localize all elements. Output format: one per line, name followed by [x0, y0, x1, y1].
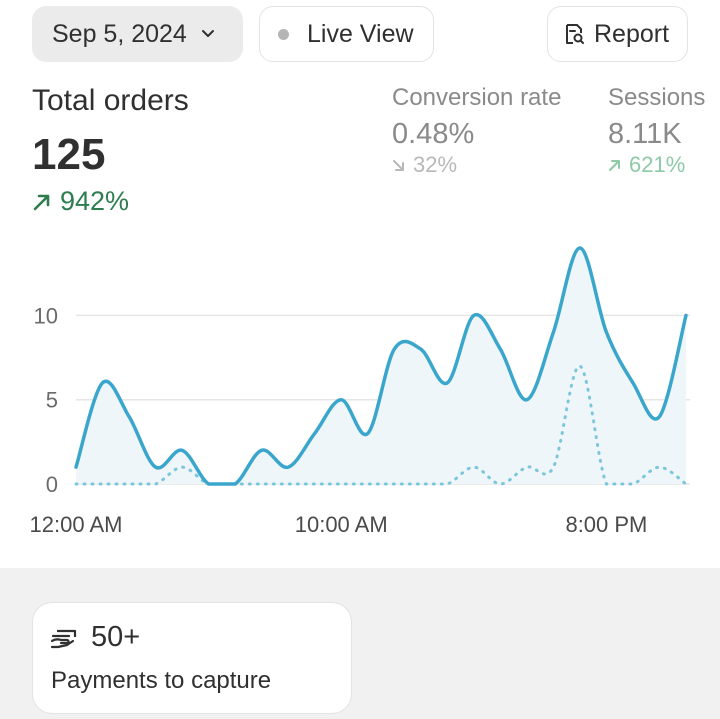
conversion-rate-value: 0.48%	[392, 118, 475, 150]
analytics-panel: Sep 5, 2024 Live View Report Total order…	[0, 6, 720, 550]
arrow-up-right-icon	[609, 159, 620, 171]
sessions-metric[interactable]: Sessions 8.11K 621%	[608, 84, 705, 178]
data-point[interactable]	[574, 242, 586, 254]
x-tick-label: 8:00 PM	[565, 512, 647, 537]
data-point[interactable]	[415, 343, 427, 355]
date-label: Sep 5, 2024	[52, 19, 187, 48]
total-orders-delta: 942%	[32, 186, 129, 217]
data-point[interactable]	[362, 427, 374, 439]
live-view-button[interactable]: Live View	[259, 6, 434, 62]
data-point[interactable]	[494, 343, 506, 355]
data-point[interactable]	[123, 411, 135, 423]
orders-chart[interactable]: 0 5 10 12:00 AM 10:00 AM 8:00 PM	[0, 230, 720, 550]
date-picker-button[interactable]: Sep 5, 2024	[32, 6, 243, 62]
data-point[interactable]	[653, 411, 665, 423]
report-button[interactable]: Report	[547, 6, 688, 62]
x-tick-label: 10:00 AM	[295, 512, 388, 537]
data-point[interactable]	[309, 427, 321, 439]
live-status-dot-icon	[278, 28, 289, 40]
data-point[interactable]	[203, 478, 215, 490]
conversion-rate-delta-text: 32%	[413, 152, 458, 177]
series-area	[76, 248, 686, 484]
data-point[interactable]	[600, 326, 612, 338]
live-view-label: Live View	[307, 19, 414, 48]
report-search-icon	[566, 24, 584, 44]
conversion-rate-label: Conversion rate	[392, 84, 562, 111]
data-point[interactable]	[441, 377, 453, 389]
report-label: Report	[594, 19, 670, 48]
data-point[interactable]	[282, 461, 294, 473]
conversion-rate-metric[interactable]: Conversion rate 0.48% 32%	[392, 84, 561, 178]
arrow-down-right-icon	[393, 159, 404, 171]
data-point[interactable]	[388, 343, 400, 355]
data-point[interactable]	[468, 309, 480, 321]
series-comparison-line	[74, 364, 688, 486]
data-point[interactable]	[521, 394, 533, 406]
conversion-rate-delta: 32%	[392, 152, 561, 178]
data-point[interactable]	[70, 461, 82, 473]
total-orders-value: 125	[32, 130, 106, 179]
data-point[interactable]	[150, 461, 162, 473]
data-point[interactable]	[256, 444, 268, 456]
payments-card[interactable]: 50+ Payments to capture	[32, 602, 352, 714]
payment-icon	[50, 629, 77, 648]
payments-count: 50+	[91, 621, 141, 653]
data-point[interactable]	[547, 326, 559, 338]
x-tick-label: 12:00 AM	[30, 512, 123, 537]
arrow-up-right-icon	[33, 194, 50, 210]
data-point[interactable]	[229, 478, 241, 490]
data-point[interactable]	[627, 377, 639, 389]
data-point[interactable]	[335, 394, 347, 406]
total-orders-delta-text: 942%	[60, 186, 130, 216]
payments-card-value-row: 50+	[49, 621, 140, 654]
sessions-delta-text: 621%	[629, 152, 686, 177]
y-tick-label: 0	[46, 472, 58, 497]
series-main-line	[74, 246, 688, 486]
data-point[interactable]	[176, 444, 188, 456]
data-point[interactable]	[680, 309, 692, 321]
sessions-value: 8.11K	[608, 118, 682, 150]
y-tick-label: 5	[46, 388, 58, 413]
data-point[interactable]	[97, 377, 109, 389]
sessions-label: Sessions	[608, 84, 706, 111]
total-orders-label: Total orders	[32, 84, 189, 117]
y-tick-label: 10	[34, 303, 58, 328]
chevron-down-icon	[201, 30, 214, 37]
payments-card-label: Payments to capture	[51, 667, 272, 694]
sessions-delta: 621%	[608, 152, 705, 178]
